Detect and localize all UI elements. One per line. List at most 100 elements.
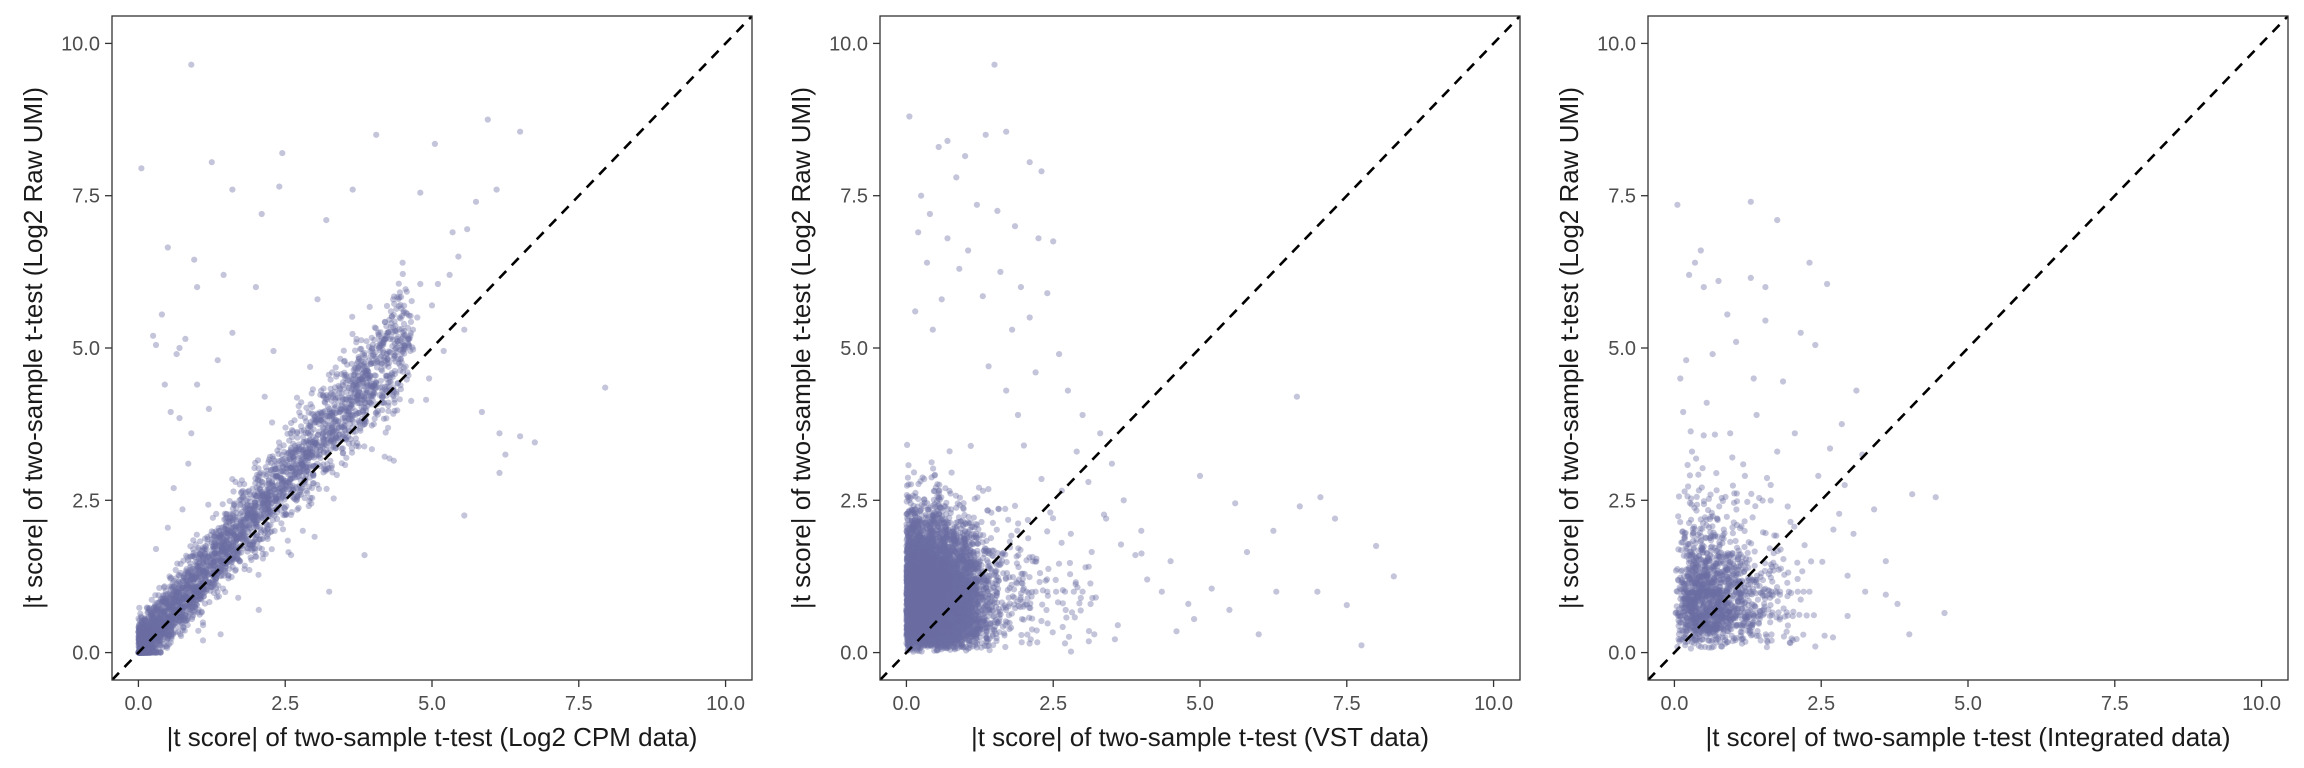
cloud-point bbox=[361, 360, 368, 367]
cloud-point bbox=[204, 536, 211, 543]
cloud-point bbox=[230, 531, 237, 538]
cloud-point bbox=[239, 523, 246, 530]
cloud-point bbox=[161, 592, 168, 599]
cloud-point bbox=[254, 487, 261, 494]
cloud-point bbox=[267, 521, 274, 529]
cloud-point bbox=[143, 649, 150, 656]
data-point bbox=[194, 381, 201, 388]
cloud-point bbox=[400, 308, 407, 315]
cloud-point bbox=[140, 641, 147, 648]
cloud-point bbox=[144, 629, 151, 636]
cloud-point bbox=[141, 649, 148, 656]
cloud-point bbox=[160, 611, 167, 618]
cloud-point bbox=[223, 514, 230, 521]
data-point bbox=[229, 186, 236, 193]
cloud-point bbox=[141, 649, 149, 656]
cloud-point bbox=[137, 632, 144, 639]
cloud-point bbox=[233, 542, 240, 549]
cloud-point bbox=[314, 460, 321, 467]
cloud-point bbox=[285, 549, 292, 556]
cloud-point bbox=[164, 613, 171, 620]
cloud-point bbox=[345, 416, 352, 423]
data-point bbox=[417, 189, 424, 196]
cloud-point bbox=[169, 591, 176, 598]
cloud-point bbox=[151, 614, 158, 622]
cloud-point bbox=[397, 362, 404, 369]
cloud-point bbox=[157, 649, 164, 656]
cloud-point bbox=[198, 574, 205, 581]
cloud-point bbox=[216, 556, 223, 563]
cloud-point bbox=[157, 649, 164, 656]
cloud-point bbox=[355, 389, 362, 396]
cloud-point bbox=[145, 642, 152, 649]
cloud-point bbox=[309, 386, 316, 393]
cloud-point bbox=[143, 636, 150, 643]
cloud-point bbox=[349, 412, 356, 419]
cloud-point bbox=[238, 517, 245, 524]
cloud-point bbox=[209, 558, 217, 565]
cloud-point bbox=[228, 558, 236, 565]
cloud-point bbox=[224, 552, 231, 559]
cloud-point bbox=[299, 461, 306, 468]
cloud-point bbox=[343, 434, 350, 441]
cloud-point bbox=[146, 620, 153, 627]
cloud-point bbox=[285, 478, 292, 486]
cloud-point bbox=[182, 611, 189, 618]
cloud-point bbox=[909, 609, 916, 616]
cloud-point bbox=[219, 562, 226, 569]
data-point bbox=[434, 280, 441, 288]
cloud-point bbox=[362, 399, 369, 406]
cloud-point bbox=[193, 588, 200, 595]
cloud-point bbox=[235, 555, 242, 563]
cloud-point bbox=[178, 597, 185, 604]
cloud-point bbox=[227, 532, 234, 539]
data-point bbox=[349, 186, 356, 193]
cloud-point bbox=[308, 390, 315, 397]
cloud-point bbox=[216, 555, 223, 562]
cloud-point bbox=[184, 622, 191, 629]
cloud-point bbox=[141, 639, 148, 646]
cloud-point bbox=[373, 409, 380, 416]
cloud-point bbox=[219, 540, 226, 547]
data-point bbox=[220, 271, 227, 278]
cloud-point bbox=[388, 334, 395, 341]
cloud-point bbox=[192, 571, 199, 578]
cloud-point bbox=[258, 507, 265, 514]
cloud-point bbox=[190, 589, 197, 596]
cloud-point bbox=[223, 526, 230, 534]
cloud-point bbox=[193, 583, 200, 590]
cloud-point bbox=[186, 569, 193, 577]
cloud-point bbox=[142, 641, 149, 649]
cloud-point bbox=[188, 585, 195, 592]
cloud-point bbox=[343, 454, 350, 461]
cloud-point bbox=[372, 372, 379, 379]
cloud-point bbox=[388, 371, 396, 378]
cloud-point bbox=[157, 627, 164, 635]
cloud-point bbox=[279, 452, 286, 459]
cloud-point bbox=[192, 575, 199, 582]
cloud-point bbox=[216, 533, 223, 541]
cloud-point bbox=[171, 597, 179, 605]
cloud-point bbox=[271, 512, 278, 519]
cloud-point bbox=[163, 643, 171, 650]
cloud-point bbox=[162, 614, 169, 621]
cloud-point bbox=[310, 433, 317, 440]
cloud-point bbox=[299, 467, 306, 474]
cloud-point bbox=[230, 538, 237, 545]
cloud-point bbox=[217, 573, 224, 580]
cloud-point bbox=[284, 479, 291, 486]
cloud-point bbox=[297, 467, 304, 474]
cloud-point bbox=[305, 439, 312, 446]
cloud-point bbox=[205, 578, 212, 586]
cloud-point bbox=[242, 489, 249, 496]
cloud-point bbox=[182, 593, 189, 600]
data-point bbox=[517, 128, 524, 135]
cloud-point bbox=[281, 455, 288, 462]
cloud-point bbox=[152, 609, 159, 616]
cloud-point bbox=[259, 500, 266, 507]
cloud-point bbox=[404, 310, 411, 317]
cloud-point bbox=[200, 546, 207, 553]
cloud-point bbox=[405, 336, 412, 343]
cloud-point bbox=[141, 649, 148, 656]
cloud-point bbox=[237, 531, 244, 539]
